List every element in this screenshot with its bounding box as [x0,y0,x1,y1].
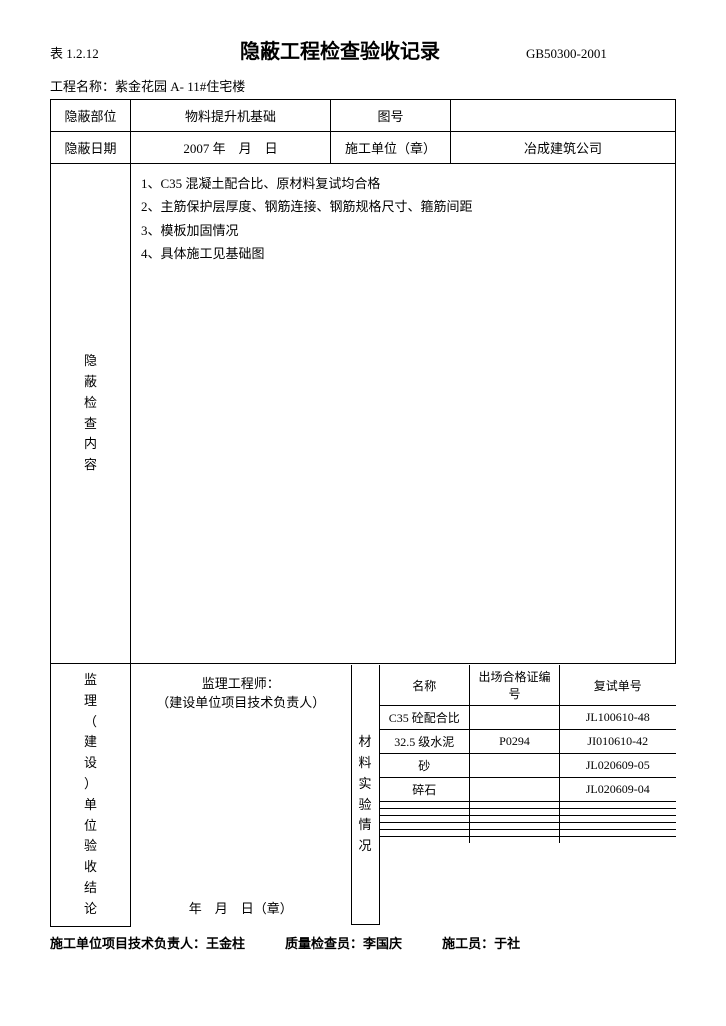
date-label: 隐蔽日期 [51,132,131,164]
mat-header-cert: 出场合格证编号 [470,665,560,706]
engineer-line2: （建设单位项目技术负责人） [156,695,325,710]
content-item: 2、主筋保护层厚度、钢筋连接、钢筋规格尺寸、箍筋间距 [141,195,665,218]
material-row: 砂JL020609-05 [380,754,676,778]
bottom-row: 监理（建设）单位验收结论 监理工程师： （建设单位项目技术负责人） 材料实验情况 [51,664,676,927]
worker: 施工员：于社 [442,933,520,952]
content-row: 隐蔽检查内容 1、C35 混凝土配合比、原材料复试均合格 2、主筋保护层厚度、钢… [51,164,676,664]
date-value: 2007 年 月 日 [131,132,331,164]
mat-header-name: 名称 [380,665,470,706]
inspector: 质量检查员：李国庆 [285,933,402,952]
content-item: 4、具体施工见基础图 [141,242,665,265]
mat-header-retest: 复试单号 [560,665,676,706]
content-body: 1、C35 混凝土配合比、原材料复试均合格 2、主筋保护层厚度、钢筋连接、钢筋规… [131,164,676,664]
hidden-part-value: 物料提升机基础 [131,100,331,132]
content-item: 1、C35 混凝土配合比、原材料复试均合格 [141,172,665,195]
hidden-part-label: 隐蔽部位 [51,100,131,132]
material-row [380,823,676,830]
content-label: 隐蔽检查内容 [51,164,131,664]
material-row [380,802,676,809]
table-row: 隐蔽部位 物料提升机基础 图号 [51,100,676,132]
table-number: 表 1.2.12 [50,43,190,62]
bottom-container: 监理工程师： （建设单位项目技术负责人） 材料实验情况 名称 出场合格证编号 复… [131,664,676,927]
engineer-line1: 监理工程师： [202,676,280,691]
unit-label: 施工单位（章） [331,132,451,164]
material-label: 材料实验情况 [351,665,379,925]
supervisor-label: 监理（建设）单位验收结论 [51,664,131,927]
material-table: 名称 出场合格证编号 复试单号 C35 砼配合比JL100610-48 32.5… [380,665,676,843]
bottom-inner-table: 监理工程师： （建设单位项目技术负责人） 材料实验情况 名称 出场合格证编号 复… [131,665,676,925]
unit-value: 冶成建筑公司 [451,132,676,164]
material-row [380,809,676,816]
project-label: 工程名称： [50,79,115,94]
project-name-row: 工程名称：紫金花园 A- 11#住宅楼 [50,76,676,95]
main-title: 隐蔽工程检查验收记录 [190,35,526,64]
drawing-value [451,100,676,132]
supervisor-date: 年 月 日（章） [131,725,351,925]
project-name: 紫金花园 A- 11#住宅楼 [115,79,245,94]
material-row: C35 砼配合比JL100610-48 [380,706,676,730]
footer-row: 施工单位项目技术负责人：王金柱 质量检查员：李国庆 施工员：于社 [50,933,676,952]
drawing-label: 图号 [331,100,451,132]
material-row [380,837,676,844]
header-row: 表 1.2.12 隐蔽工程检查验收记录 GB50300-2001 [50,35,676,64]
main-table: 隐蔽部位 物料提升机基础 图号 隐蔽日期 2007 年 月 日 施工单位（章） … [50,99,676,927]
material-row: 32.5 级水泥P0294JI010610-42 [380,730,676,754]
supervisor-engineer: 监理工程师： （建设单位项目技术负责人） [131,665,351,725]
material-row [380,830,676,837]
gb-code: GB50300-2001 [526,46,676,62]
table-row: 隐蔽日期 2007 年 月 日 施工单位（章） 冶成建筑公司 [51,132,676,164]
material-header-row: 名称 出场合格证编号 复试单号 [380,665,676,706]
material-row [380,816,676,823]
tech-leader: 施工单位项目技术负责人：王金柱 [50,933,245,952]
content-item: 3、模板加固情况 [141,219,665,242]
material-table-cell: 名称 出场合格证编号 复试单号 C35 砼配合比JL100610-48 32.5… [379,665,676,925]
material-row: 碎石JL020609-04 [380,778,676,802]
